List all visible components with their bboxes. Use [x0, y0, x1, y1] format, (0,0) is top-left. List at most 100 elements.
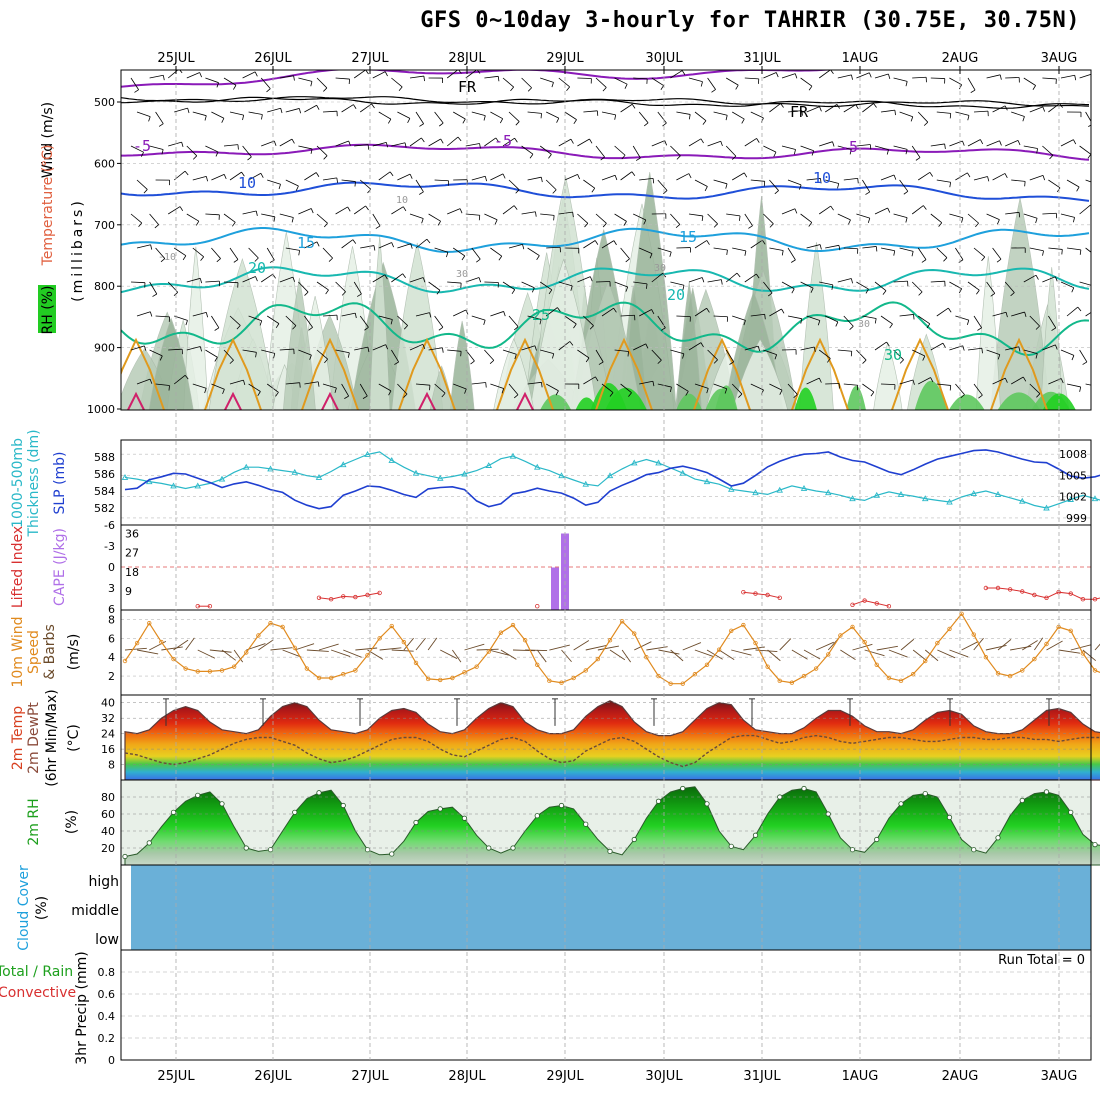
wind-barb [862, 179, 871, 193]
wind-barb-flag [497, 76, 500, 82]
wind-barb-flag [838, 245, 841, 251]
wind-barb [992, 247, 1002, 260]
wind-barb-flag [1060, 378, 1064, 384]
isotherm-35-spike [516, 391, 534, 410]
wind-barb [787, 110, 802, 113]
wind-barb [676, 383, 689, 392]
wind10-speed-point [644, 655, 649, 660]
wind-tick-label: 2 [108, 670, 115, 683]
wind10-speed-point [377, 636, 382, 641]
lifted-index-point [316, 595, 322, 600]
wind-barb-flag [158, 123, 164, 127]
wind-barb-flag [569, 341, 574, 346]
wind-barb [732, 247, 746, 252]
wind-barb [731, 172, 745, 181]
isotherm-35-spike [127, 391, 145, 410]
wind-barb-flag [292, 276, 296, 282]
wind-barb [229, 315, 241, 326]
thickness-point [364, 451, 371, 457]
isotherm-35-spike [418, 391, 436, 410]
wind10-barb [415, 637, 426, 651]
wind-barb-flag [949, 385, 952, 391]
wind10-speed-point [826, 652, 831, 657]
wind10-barb [161, 646, 183, 651]
wind-barb [409, 277, 424, 283]
wind-barb [304, 381, 319, 385]
wind-barb-flag [978, 394, 983, 399]
wind-barb-flag [811, 150, 815, 156]
wind-barb-flag [999, 140, 1002, 146]
wind-barb [880, 174, 895, 181]
wind-barb [856, 144, 871, 147]
wind-barb [1060, 349, 1075, 356]
wind-barb-flag [1076, 186, 1080, 192]
wind-barb [1048, 103, 1060, 113]
wind-barb-flag [470, 360, 475, 365]
wind-barb [242, 71, 256, 79]
thickness-point [824, 489, 832, 496]
wind-barb-flag [495, 137, 500, 143]
thickness-point [461, 470, 468, 477]
wind-barb [893, 145, 908, 150]
precip-panel: 0.8 0.6 0.4 0.2 0 Run Total = 0 [98, 953, 1091, 1067]
wind-barb-flag [570, 138, 574, 144]
wind-barb [558, 211, 573, 215]
wind-barb-flag [926, 323, 931, 329]
wind-barb [614, 349, 629, 352]
rh2m-point [510, 845, 516, 851]
day-label-bottom: 25JUL [157, 1069, 195, 1084]
wind-barb [173, 247, 187, 257]
wind10-barb [1070, 644, 1092, 651]
rh-tick-label: 80 [101, 791, 115, 804]
wind-barb [601, 174, 616, 181]
wind10-barb [427, 637, 438, 651]
wind-barb [670, 145, 681, 157]
wind10-barb [694, 649, 714, 658]
wind-barb [397, 111, 411, 119]
wind-barb-flag [682, 285, 685, 291]
wind-barb-flag [273, 140, 277, 146]
panel-frames [120, 66, 1092, 1061]
wind-barb [973, 315, 982, 328]
wind10-speed-point [656, 673, 661, 679]
wind-barb [168, 348, 183, 351]
wind-barb-flag [652, 381, 655, 387]
wind-barb [862, 246, 877, 249]
lifted-index-point [377, 590, 382, 596]
lifted-index-point [874, 601, 879, 606]
wind-barb-flag [478, 277, 482, 283]
wind-barb [409, 75, 424, 79]
wind-barb-flag [402, 206, 407, 212]
wind-barb [192, 383, 207, 389]
wind-barb-flag [949, 113, 952, 119]
wind-barb-flag [483, 320, 486, 326]
wind-barb-flag [573, 323, 577, 329]
wind-barb [912, 349, 926, 357]
wind10-barb [743, 646, 765, 651]
cape-tick-label: 18 [125, 566, 139, 579]
wind10-speed-point [231, 664, 237, 669]
wind10-barb [900, 638, 915, 651]
wind-barb-flag [255, 276, 258, 282]
wind-barb-flag [832, 141, 835, 147]
chart-title: GFS 0~10day 3-hourly for TAHRIR (30.75E,… [420, 8, 1080, 33]
wind-barb [893, 77, 908, 82]
wind-barb-flag [958, 84, 963, 90]
wind-barb [936, 247, 948, 258]
wind-barb-flag [774, 190, 779, 195]
wind-barb [304, 241, 318, 249]
wind-barb [546, 111, 559, 119]
wind-barb [453, 111, 466, 120]
wind-barb [787, 315, 802, 320]
wind-barb [1060, 213, 1075, 218]
wind-barb-flag [643, 219, 647, 225]
wind-barb [527, 111, 542, 114]
wind10m-panel: 8 6 4 2 [108, 611, 1100, 686]
wind10-speed-point [1032, 656, 1037, 662]
rh2m-point [1043, 789, 1050, 795]
thickness-point [873, 491, 881, 498]
wind-barb [397, 383, 408, 395]
wind-barb-flag [503, 311, 506, 317]
wind-barb-flag [555, 390, 559, 396]
rh2m-point [946, 814, 953, 821]
